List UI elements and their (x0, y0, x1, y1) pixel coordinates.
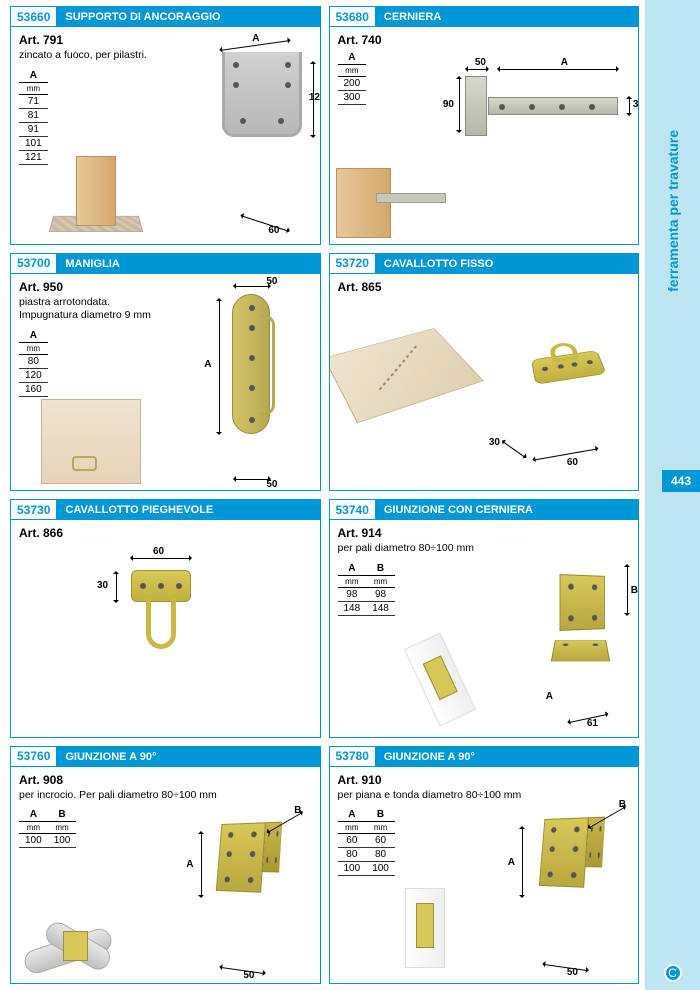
illustration (232, 294, 270, 434)
article-number: Art. 740 (338, 33, 631, 47)
illustration (131, 570, 191, 602)
product-title: GIUNZIONE CON CERNIERA (376, 500, 638, 520)
product-card: 53660 SUPPORTO DI ANCORAGGIO Art. 791 zi… (10, 6, 321, 245)
illustration (336, 319, 466, 419)
illustration (23, 939, 113, 963)
size-table: A mm 80 120 160 (19, 329, 48, 397)
article-number: Art. 910 (338, 773, 631, 787)
product-title: MANIGLIA (57, 254, 319, 274)
description: per pali diametro 80÷100 mm (338, 542, 631, 556)
product-title: CAVALLOTTO FISSO (376, 254, 638, 274)
sidebar: ferramenta per travature 443 C (645, 0, 700, 990)
illustration (558, 575, 613, 635)
illustration (488, 97, 618, 115)
product-code: 53680 (330, 7, 376, 27)
article-number: Art. 865 (338, 280, 631, 294)
product-title: GIUNZIONE A 90° (376, 747, 638, 767)
size-table: A mm 200 300 (338, 51, 367, 105)
illustration (420, 637, 460, 722)
article-number: Art. 908 (19, 773, 312, 787)
article-number: Art. 914 (338, 526, 631, 540)
product-card: 53780 GIUNZIONE A 90° Art. 910 per piana… (329, 746, 640, 985)
product-title: CAVALLOTTO PIEGHEVOLE (57, 500, 319, 520)
illustration (533, 349, 603, 384)
product-code: 53720 (330, 254, 376, 274)
product-card: 53700 MANIGLIA Art. 950 piastra arrotond… (10, 253, 321, 492)
illustration (51, 211, 141, 236)
product-code: 53760 (11, 747, 57, 767)
product-card: 53680 CERNIERA Art. 740 A mm 200 300 (329, 6, 640, 245)
size-table: AB mmmm 100100 (19, 808, 76, 848)
product-card: 53760 GIUNZIONE A 90° Art. 908 per incro… (10, 746, 321, 985)
page-number: 443 (662, 470, 700, 492)
illustration (405, 888, 445, 968)
brand-icon: C (664, 964, 682, 982)
description: per incrocio. Per pali diametro 80÷100 m… (19, 789, 312, 803)
product-card: 53740 GIUNZIONE CON CERNIERA Art. 914 pe… (329, 499, 640, 738)
product-code: 53660 (11, 7, 57, 27)
illustration (41, 399, 141, 484)
description: per piana e tonda diametro 80÷100 mm (338, 789, 631, 803)
size-table: AB mmmm 6060 8080 100100 (338, 808, 395, 876)
size-table: AB mmmm 9898 148148 (338, 562, 395, 616)
catalog-page: 53660 SUPPORTO DI ANCORAGGIO Art. 791 zi… (0, 0, 700, 990)
article-number: Art. 866 (19, 526, 312, 540)
section-label: ferramenta per travature (665, 130, 681, 292)
product-title: CERNIERA (376, 7, 638, 27)
product-title: GIUNZIONE A 90° (57, 747, 319, 767)
illustration (222, 52, 302, 137)
size-table: A mm 71 81 91 101 121 (19, 69, 48, 165)
product-card: 53720 CAVALLOTTO FISSO Art. 865 60 (329, 253, 640, 492)
article-number: Art. 791 (19, 33, 312, 47)
product-code: 53700 (11, 254, 57, 274)
content-grid: 53660 SUPPORTO DI ANCORAGGIO Art. 791 zi… (0, 0, 645, 990)
product-title: SUPPORTO DI ANCORAGGIO (57, 7, 319, 27)
product-code: 53740 (330, 500, 376, 520)
product-code: 53730 (11, 500, 57, 520)
product-card: 53730 CAVALLOTTO PIEGHEVOLE Art. 866 60 … (10, 499, 321, 738)
illustration (336, 168, 391, 238)
product-code: 53780 (330, 747, 376, 767)
